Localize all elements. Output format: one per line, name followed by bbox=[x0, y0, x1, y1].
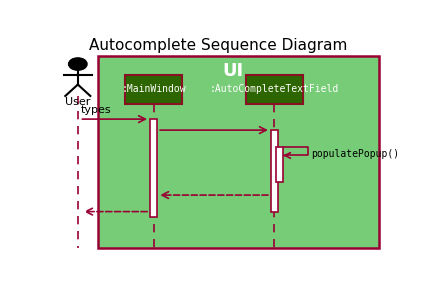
Text: User: User bbox=[65, 97, 91, 107]
Text: populatePopup(): populatePopup() bbox=[311, 149, 399, 159]
Bar bbox=[246, 75, 303, 104]
Text: :MainWindow: :MainWindow bbox=[121, 84, 186, 94]
Text: types: types bbox=[81, 105, 112, 115]
Bar bbox=[271, 130, 278, 212]
Bar bbox=[125, 75, 182, 104]
Bar bbox=[276, 147, 283, 182]
Circle shape bbox=[68, 58, 87, 70]
Text: :AutoCompleteTextField: :AutoCompleteTextField bbox=[210, 84, 339, 94]
Text: Autocomplete Sequence Diagram: Autocomplete Sequence Diagram bbox=[89, 38, 347, 53]
Bar bbox=[150, 119, 157, 217]
Text: UI: UI bbox=[222, 62, 244, 80]
Bar bbox=[98, 56, 379, 248]
